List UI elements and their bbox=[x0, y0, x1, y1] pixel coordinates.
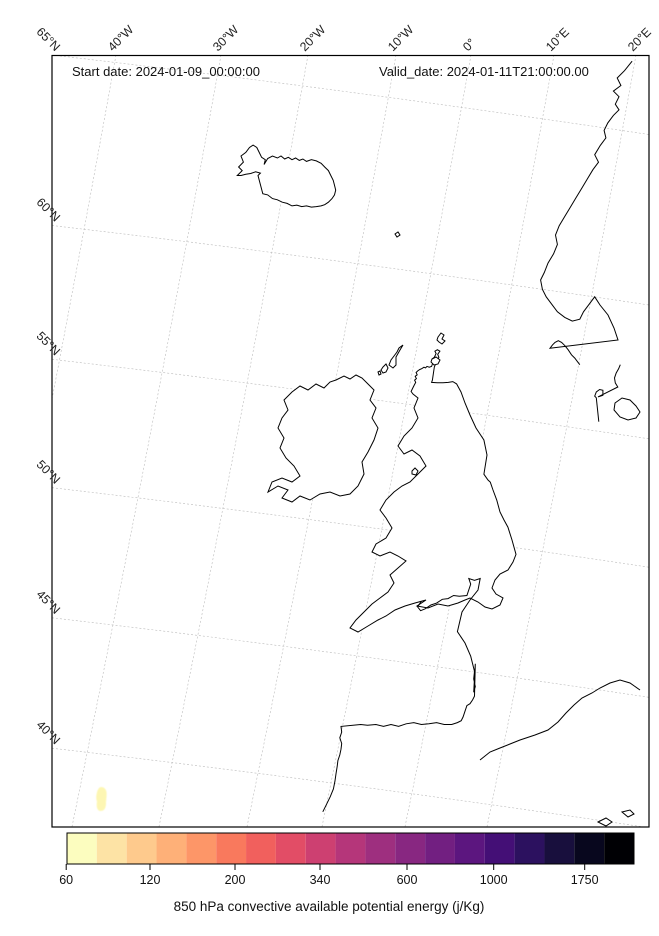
svg-text:1750: 1750 bbox=[571, 873, 599, 887]
svg-text:340: 340 bbox=[310, 873, 331, 887]
svg-text:120: 120 bbox=[140, 873, 161, 887]
svg-text:200: 200 bbox=[225, 873, 246, 887]
svg-text:1000: 1000 bbox=[480, 873, 508, 887]
svg-text:850 hPa convective available p: 850 hPa convective available potential e… bbox=[174, 899, 485, 914]
svg-text:10°W: 10°W bbox=[385, 22, 417, 54]
svg-text:20°E: 20°E bbox=[625, 25, 654, 54]
svg-text:10°E: 10°E bbox=[543, 25, 572, 54]
svg-text:60: 60 bbox=[59, 873, 73, 887]
svg-text:0°: 0° bbox=[460, 36, 478, 54]
svg-text:65°N: 65°N bbox=[34, 25, 63, 54]
svg-text:Start date: 2024-01-09_00:00:0: Start date: 2024-01-09_00:00:00 bbox=[72, 64, 260, 79]
svg-text:40°W: 40°W bbox=[105, 22, 137, 54]
svg-text:30°W: 30°W bbox=[210, 22, 242, 54]
svg-text:20°W: 20°W bbox=[297, 22, 329, 54]
svg-text:Valid_date: 2024-01-11T21:00:0: Valid_date: 2024-01-11T21:00:00.00 bbox=[379, 64, 589, 79]
svg-text:600: 600 bbox=[397, 873, 418, 887]
